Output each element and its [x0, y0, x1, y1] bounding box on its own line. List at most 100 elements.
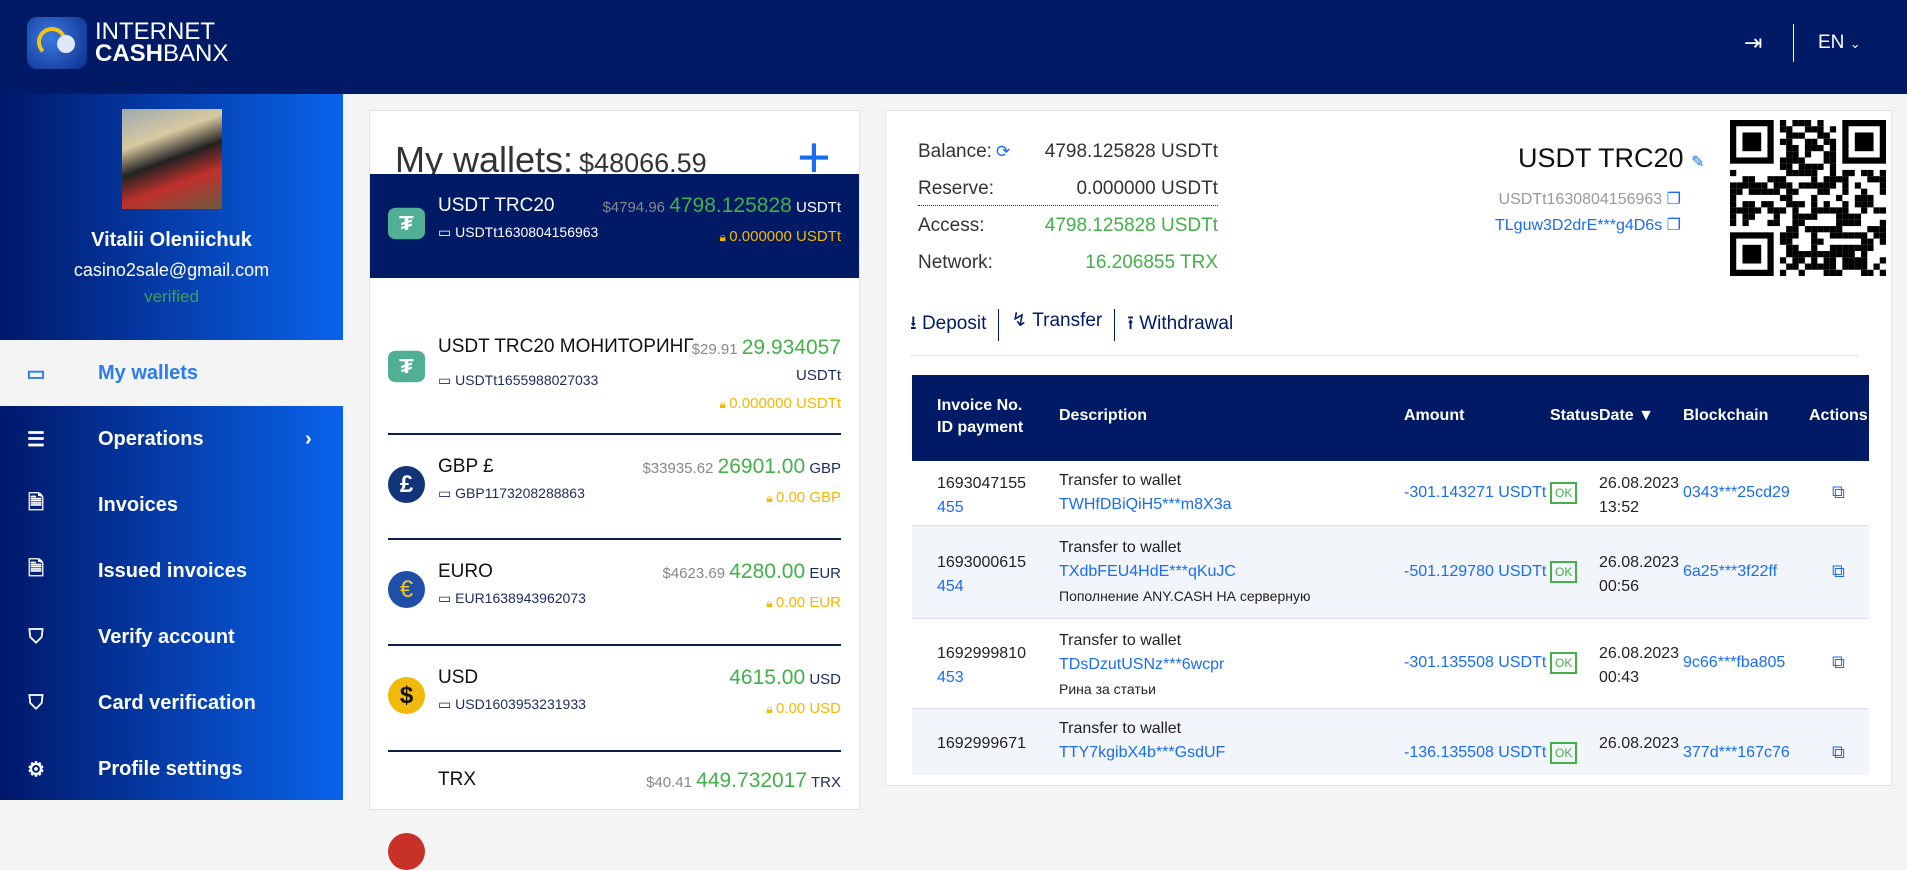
- sidebar-item-my-wallets[interactable]: ▭ My wallets: [0, 340, 343, 406]
- lock-icon: 🔒︎: [766, 491, 776, 505]
- copy-icon[interactable]: ⧉: [1832, 652, 1845, 672]
- wallet-amount: $4794.96 4798.125828 USDTt: [541, 194, 841, 218]
- copy-icon[interactable]: ⧉: [1832, 742, 1845, 762]
- wallet-usd-value: $33935.62: [642, 460, 714, 477]
- sidebar-item-verify-account[interactable]: ⛉ Verify account: [0, 604, 343, 670]
- wallet-account-number: EUR1638943962073: [455, 590, 586, 606]
- wallet-balance: 4798.125828: [669, 194, 792, 217]
- network-row: Network: 16.206855 TRX: [918, 252, 1218, 280]
- sidebar-item-operations[interactable]: ☰ Operations ›: [0, 406, 343, 472]
- transfer-button[interactable]: ↯ Transfer: [999, 309, 1116, 341]
- wallet-name: USDT TRC20 МОНИТОРИНГ: [438, 336, 694, 357]
- withdrawal-button[interactable]: ⭱ Withdrawal: [1115, 309, 1245, 341]
- wallet-item[interactable]: TRX $40.41 449.732017 TRX: [370, 751, 859, 870]
- wallet-name: TRX: [438, 769, 476, 790]
- wallet-account: ▭ USD1603953231933: [438, 696, 586, 713]
- sidebar-item-profile-settings[interactable]: ⚙ Profile settings: [0, 736, 343, 802]
- wallet-icon: ▭: [438, 224, 456, 240]
- wallet-currency: EUR: [809, 565, 841, 582]
- filter-icon[interactable]: ▼: [1638, 407, 1654, 424]
- logout-icon[interactable]: ⇥: [1744, 30, 1763, 55]
- time: 00:43: [1599, 669, 1640, 686]
- copy-icon[interactable]: ⧉: [1832, 481, 1845, 502]
- wallet-icon: ▭: [438, 696, 456, 712]
- wallet-currency: GBP: [809, 460, 841, 477]
- euro-icon: €: [388, 571, 425, 608]
- sidebar-item-card-verification[interactable]: ⛉ Card verification: [0, 670, 343, 736]
- blockchain-link[interactable]: 0343***25cd29: [1683, 483, 1790, 501]
- user-email: casino2sale@gmail.com: [73, 260, 270, 280]
- copy-icon[interactable]: ⧉: [1832, 560, 1845, 581]
- balance-value: 4798.125828 USDTt: [1044, 141, 1218, 162]
- wallet-reserve: 🔒︎ 0.00 EUR: [766, 594, 841, 611]
- sidebar-item-label: Issued invoices: [98, 559, 247, 582]
- wallet-name: USD: [438, 667, 479, 688]
- status-badge: OK: [1550, 652, 1578, 674]
- sidebar-item-issued-invoices[interactable]: 🗎 Issued invoices: [0, 538, 343, 604]
- refresh-icon[interactable]: ⟳: [995, 142, 1011, 161]
- wallet-account: ▭ USDTt1655988027033: [438, 372, 598, 389]
- language-selector[interactable]: EN ⌄: [1818, 32, 1861, 54]
- wallet-icon: ▭: [26, 362, 46, 385]
- invoice-number: 1693047155: [937, 474, 1026, 492]
- account-number-text: USDTt1630804156963: [1498, 191, 1663, 208]
- status-badge: OK: [1550, 742, 1578, 764]
- table-header: Invoice No. ID payment Description Amount…: [912, 375, 1869, 461]
- description-note: Рина за статьи: [1059, 681, 1156, 697]
- status-cell: OK: [1550, 742, 1578, 764]
- wallet-item[interactable]: $ USD ▭ USD1603953231933 4615.00 USD 🔒︎ 0.00…: [370, 646, 859, 752]
- wallet-amount: $40.41 449.732017 TRX: [541, 769, 841, 793]
- copy-icon[interactable]: ❐: [1666, 191, 1681, 208]
- wallet-item[interactable]: € EURO ▭ EUR1638943962073 $4623.69 4280.00 …: [370, 540, 859, 646]
- wallet-balance: 449.732017: [696, 769, 808, 792]
- date-cell: 26.08.2023: [1599, 732, 1679, 756]
- wallet-item[interactable]: £ GBP £ ▭ GBP1173208288863 $33935.62 26901.…: [370, 435, 859, 540]
- wallet-balance: 4615.00: [729, 666, 806, 689]
- wallet-item[interactable]: ₮ USDT TRC20 МОНИТОРИНГ ▭ USDTt16559880270…: [370, 315, 859, 435]
- blockchain-link[interactable]: 377d***167c76: [1683, 744, 1790, 761]
- deposit-button[interactable]: ⭳ Deposit: [910, 309, 1000, 341]
- wallet-usd-value: $4623.69: [662, 565, 726, 582]
- table-row: 1693047155 455 Transfer to wallet TWHfDBiQi…: [912, 461, 1869, 526]
- wallet-reserve-value: 0.00 EUR: [775, 594, 841, 611]
- sidebar-item-label: Verify account: [98, 625, 235, 648]
- payment-id[interactable]: 454: [937, 577, 964, 595]
- wallet-address-text[interactable]: TLguw3D2drE***g4D6s: [1495, 217, 1663, 234]
- wallet-icon: ▭: [438, 590, 456, 606]
- description-cell: Transfer to wallet TXdbFEU4HdE***qKuJC Поп…: [1059, 536, 1310, 608]
- account-number: USDTt1630804156963 ❐: [1499, 189, 1681, 209]
- sidebar-item-invoices[interactable]: 🗎 Invoices: [0, 472, 343, 538]
- table-row: 1693000615 454 Transfer to wallet TXdbFEU4H…: [912, 526, 1869, 619]
- copy-icon[interactable]: ❐: [1666, 217, 1681, 234]
- header-amount: Amount: [1404, 407, 1465, 424]
- wallet-link[interactable]: TTY7kgibX4b***GsdUF: [1059, 744, 1226, 761]
- header-invoice: Invoice No. ID payment: [937, 395, 1023, 439]
- edit-icon[interactable]: ✎: [1691, 154, 1705, 171]
- upload-icon: ⭱: [1127, 313, 1134, 334]
- wallet-title: USDT TRC20 ✎: [1518, 143, 1704, 174]
- lock-icon: 🔒︎: [719, 397, 730, 411]
- deposit-label: Deposit: [921, 313, 987, 334]
- amount-cell: -301.135508 USDTt: [1404, 654, 1547, 671]
- header-invoice-label: Invoice No.: [937, 397, 1023, 414]
- sidebar-item-label: Invoices: [98, 493, 179, 516]
- tether-icon: ₮: [388, 350, 425, 383]
- description-text: Transfer to wallet: [1059, 539, 1182, 556]
- logo-text: BANX: [163, 40, 229, 67]
- payment-id[interactable]: 455: [937, 498, 964, 516]
- header-date[interactable]: Date ▼: [1599, 407, 1654, 425]
- description-cell: Transfer to wallet TDsDzutUSNz***6wcpr Рин…: [1059, 629, 1224, 701]
- wallet-address[interactable]: TLguw3D2drE***g4D6s ❐: [1495, 215, 1681, 235]
- wallet-link[interactable]: TWHfDBiQiH5***m8X3a: [1059, 496, 1232, 513]
- operations-table: Invoice No. ID payment Description Amount…: [912, 375, 1869, 775]
- wallet-link[interactable]: TXdbFEU4HdE***qKuJC: [1059, 563, 1236, 580]
- blockchain-link[interactable]: 9c66***fba805: [1683, 654, 1786, 671]
- wallet-item[interactable]: ₮ USDT TRC20 ▭ USDTt1630804156963 $4794.96 …: [370, 174, 859, 278]
- wallet-balance: 29.934057: [741, 336, 841, 359]
- reserve-label: Reserve:: [918, 178, 995, 199]
- payment-id[interactable]: 453: [937, 669, 964, 686]
- list-icon: ☰: [27, 428, 45, 451]
- blockchain-link[interactable]: 6a25***3f22ff: [1683, 562, 1778, 580]
- wallet-link[interactable]: TDsDzutUSNz***6wcpr: [1059, 656, 1225, 673]
- logo[interactable]: INTERNET CASHBANX: [27, 17, 228, 69]
